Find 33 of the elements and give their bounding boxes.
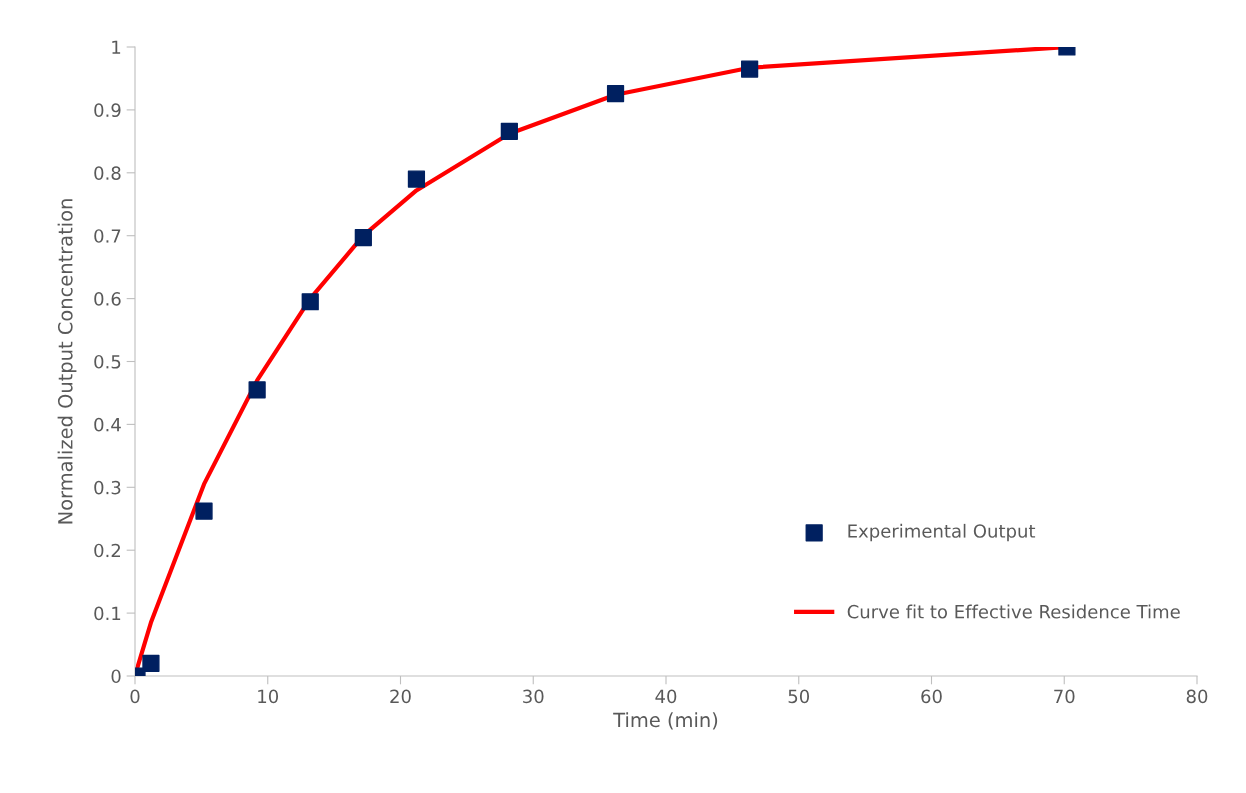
y-tick-label: 1 (112, 40, 121, 54)
point (407, 170, 426, 188)
x-tick-label: 40 (655, 689, 677, 704)
y-tick-label: 0.7 (94, 229, 121, 243)
point (606, 84, 625, 103)
y-tick-label: 0 (111, 669, 121, 684)
x-tick-label: 80 (1186, 689, 1208, 704)
point (301, 293, 319, 311)
legend-label: Curve fit to Effective Residence Time (847, 604, 1180, 619)
x-tick-label: 10 (258, 689, 279, 704)
point (142, 654, 160, 673)
legend-label: Experimental Output (848, 523, 1036, 542)
y-tick-label: 0.2 (94, 543, 120, 558)
point (354, 228, 372, 247)
y-tick-label: 0.5 (94, 354, 121, 369)
point (741, 60, 759, 78)
y-tick-label: 0.3 (94, 480, 121, 495)
y-tick-label: 0.9 (94, 103, 121, 118)
y-tick-label: 0.4 (94, 417, 121, 432)
y-axis-title: Normalized Output Concentration (57, 199, 77, 524)
x-tick-label: 70 (1054, 689, 1075, 704)
y-tick-label: 0.8 (94, 166, 121, 180)
point (500, 122, 518, 140)
point (195, 502, 213, 520)
y-tick-label: 0.6 (94, 292, 121, 306)
x-tick-label: 0 (130, 689, 140, 704)
x-tick-label: 20 (390, 689, 411, 704)
x-tick-label: 60 (921, 689, 942, 704)
y-tick-label: 0.1 (94, 606, 121, 621)
point (248, 381, 266, 399)
x-axis-title: Time (min) (613, 712, 718, 730)
x-tick-label: 50 (788, 689, 810, 704)
x-tick-label: 30 (523, 689, 544, 704)
